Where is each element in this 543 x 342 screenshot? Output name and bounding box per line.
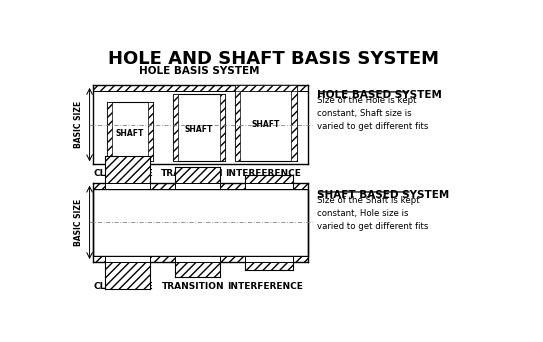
Bar xyxy=(235,85,296,91)
Bar xyxy=(93,183,308,189)
Bar xyxy=(105,183,150,189)
Bar xyxy=(105,156,150,183)
Text: INTERFERENCE: INTERFERENCE xyxy=(225,169,301,178)
Text: BASIC SIZE: BASIC SIZE xyxy=(74,199,83,246)
Bar xyxy=(291,85,296,161)
Text: SHAFT: SHAFT xyxy=(116,129,144,137)
Text: HOLE BASIS SYSTEM: HOLE BASIS SYSTEM xyxy=(140,66,260,76)
Bar xyxy=(105,262,150,289)
Bar xyxy=(173,94,178,161)
Bar xyxy=(148,102,153,161)
Bar xyxy=(93,85,308,91)
Bar xyxy=(235,85,296,161)
Text: CLEARANCE: CLEARANCE xyxy=(94,282,154,291)
Bar xyxy=(175,183,220,189)
Text: HOLE AND SHAFT BASIS SYSTEM: HOLE AND SHAFT BASIS SYSTEM xyxy=(108,50,439,68)
Bar xyxy=(244,256,293,262)
Bar xyxy=(175,167,220,183)
Bar xyxy=(106,102,112,161)
Bar xyxy=(235,85,240,161)
Bar xyxy=(93,189,308,256)
Bar xyxy=(244,175,293,183)
Text: SHAFT: SHAFT xyxy=(185,125,213,134)
Bar xyxy=(244,262,293,270)
Text: TRANSITION: TRANSITION xyxy=(162,282,225,291)
Text: Size of the Shaft is kept
constant, Hole size is
varied to get different fits: Size of the Shaft is kept constant, Hole… xyxy=(318,196,429,231)
Text: HOLE BASED SYSTEM: HOLE BASED SYSTEM xyxy=(318,90,443,100)
Text: INTERFERENCE: INTERFERENCE xyxy=(228,282,304,291)
Text: CLEARANCE: CLEARANCE xyxy=(94,169,154,178)
Text: SHAFT: SHAFT xyxy=(251,120,280,129)
Text: TRANSITION: TRANSITION xyxy=(161,169,223,178)
Text: SHAFT BASED SYSTEM: SHAFT BASED SYSTEM xyxy=(318,190,450,200)
Text: Size of the Hole is kept
constant, Shaft size is
varied to get different fits: Size of the Hole is kept constant, Shaft… xyxy=(318,96,429,131)
Bar xyxy=(106,102,153,161)
Bar xyxy=(93,256,308,262)
Bar xyxy=(175,262,220,277)
Text: BASIC SIZE: BASIC SIZE xyxy=(74,101,83,148)
Bar xyxy=(220,94,225,161)
Bar xyxy=(175,256,220,262)
Bar xyxy=(173,94,225,161)
Bar xyxy=(105,256,150,262)
Bar xyxy=(244,183,293,189)
